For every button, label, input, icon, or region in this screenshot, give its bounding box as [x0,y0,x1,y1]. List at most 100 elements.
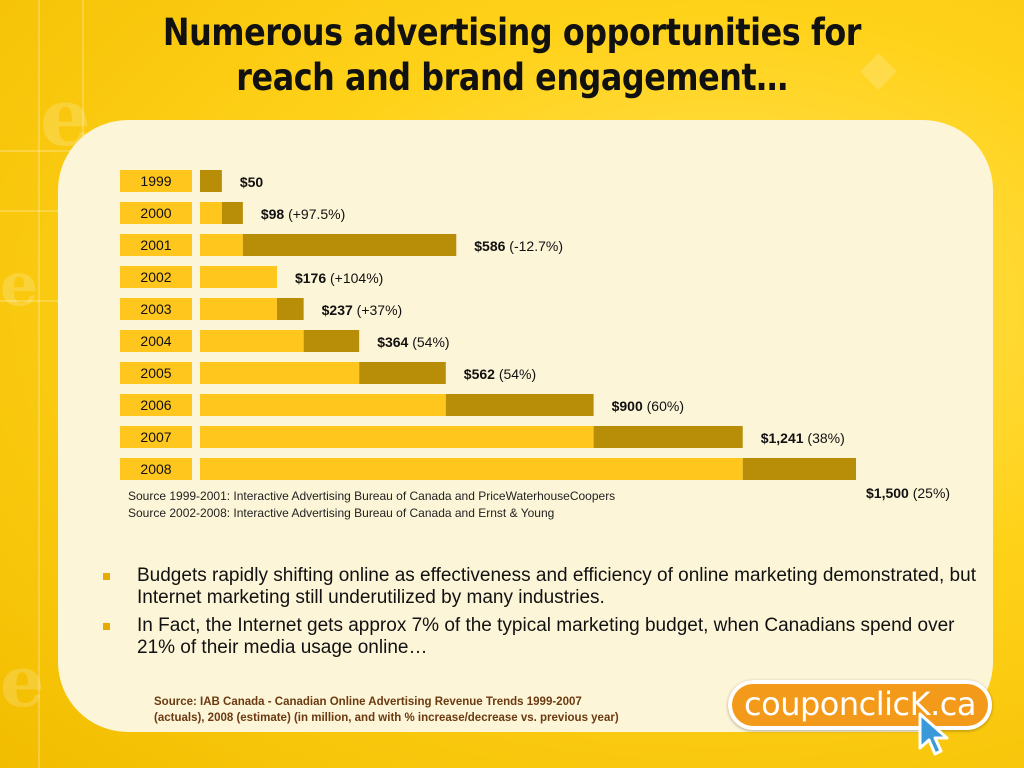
footnote: Source: IAB Canada - Canadian Online Adv… [154,694,619,726]
year-label: 2004 [140,333,171,349]
year-box [120,458,192,480]
value-change: (+37%) [353,302,402,318]
bar-previous-segment [200,234,243,256]
value-amount: $176 [295,270,326,286]
background-watermark: ◆ [860,40,897,96]
bullet-item: Budgets rapidly shifting online as effec… [100,565,980,609]
bar-growth-segment [593,426,743,448]
title-line-1: Numerous advertising opportunities for [162,11,862,54]
year-label: 2007 [140,429,171,445]
year-box [120,170,192,192]
value-label: $176 (+104%) [295,270,383,286]
value-change: (25%) [909,485,950,501]
year-box [120,298,192,320]
bar-row: 2006 $900 (60%) [120,394,684,416]
bar-previous-segment [200,362,360,384]
value-label: $98 (+97.5%) [261,206,345,222]
logo-text: couponclicK.ca [744,685,976,723]
value-amount: $98 [261,206,285,222]
bullet-text: In Fact, the Internet gets approx 7% of … [137,615,955,658]
year-box [120,394,192,416]
bar-growth-segment [445,394,594,416]
bar-growth-segment [276,298,304,320]
bar-previous-segment [200,202,222,224]
value-label: $364 (54%) [377,334,449,350]
value-amount: $50 [240,174,264,190]
year-box [120,202,192,224]
title-line-2: reach and brand engagement… [236,56,788,99]
year-label: 2008 [140,461,171,477]
year-label: 2003 [140,301,171,317]
bullet-square-icon [103,573,110,580]
bar-growth-segment [742,458,856,480]
year-box [120,362,192,384]
bar-row: 2005 $562 (54%) [120,362,536,384]
year-box [120,330,192,352]
value-amount: $364 [377,334,408,350]
value-label: $586 (-12.7%) [474,238,563,254]
bar-previous-segment [200,298,277,320]
year-label: 2006 [140,397,171,413]
slide-title: Numerous advertising opportunities for r… [72,10,953,100]
year-label: 2001 [140,237,171,253]
value-amount: $237 [322,302,353,318]
bar-row: 2004 $364 (54%) [120,330,450,352]
background-grid-line [0,150,120,152]
mouse-pointer-icon [918,712,949,756]
bar-row: 2000 $98 (+97.5%) [120,202,345,224]
value-change: (54%) [495,366,536,382]
value-label: $237 (+37%) [322,302,403,318]
value-label: $562 (54%) [464,366,536,382]
value-change: (60%) [643,398,684,414]
value-amount: $1,500 [866,485,909,501]
bullet-item: In Fact, the Internet gets approx 7% of … [100,615,980,659]
background-grid-line [38,0,40,768]
bar-row: 2003 $237 (+37%) [120,298,402,320]
bar-previous-segment [200,266,277,288]
bar-growth-segment [303,330,360,352]
value-amount: $900 [612,398,643,414]
value-amount: $562 [464,366,495,382]
value-change: (+97.5%) [284,206,345,222]
footnote-line-2: (actuals), 2008 (estimate) (in million, … [154,712,619,724]
bar-row: 2001 $586 (-12.7%) [120,234,563,256]
bar-growth-segment [200,170,222,192]
value-change: (54%) [408,334,449,350]
year-box [120,426,192,448]
value-label: $1,500 (25%) [866,485,950,501]
value-label: $1,241 (38%) [761,430,845,446]
bar-previous-segment [200,330,304,352]
value-change: (+104%) [326,270,383,286]
bar-previous-segment [200,426,594,448]
value-amount: $1,241 [761,430,804,446]
bullet-square-icon [103,623,110,630]
year-label: 2005 [140,365,171,381]
year-box [120,266,192,288]
bar-row: 2008 $1,500 (25%) [120,458,950,501]
footnote-line-1: Source: IAB Canada - Canadian Online Adv… [154,696,582,708]
year-label: 2000 [140,205,171,221]
bar-row: 2007 $1,241 (38%) [120,426,845,448]
value-label: $50 [240,174,264,190]
source-line-2: Source 2002-2008: Interactive Advertisin… [128,506,555,520]
chart-sources: Source 1999-2001: Interactive Advertisin… [128,488,615,522]
year-label: 1999 [140,173,171,189]
background-watermark: e [0,250,39,320]
couponclick-logo[interactable]: couponclicK.ca [728,680,992,730]
value-change: (-12.7%) [505,238,563,254]
year-label: 2002 [140,269,171,285]
value-change: (38%) [804,430,845,446]
bar-growth-segment [359,362,446,384]
value-amount: $586 [474,238,505,254]
bullet-list: Budgets rapidly shifting online as effec… [100,565,980,665]
bar-growth-segment [242,234,457,256]
background-grid-line [0,300,60,302]
year-box [120,234,192,256]
bullet-text: Budgets rapidly shifting online as effec… [137,565,976,608]
bar-growth-segment [221,202,243,224]
background-watermark: e [0,640,45,723]
bar-row: 1999 $50 [120,170,263,192]
bar-previous-segment [200,458,743,480]
bar-row: 2002 $176 (+104%) [120,266,383,288]
